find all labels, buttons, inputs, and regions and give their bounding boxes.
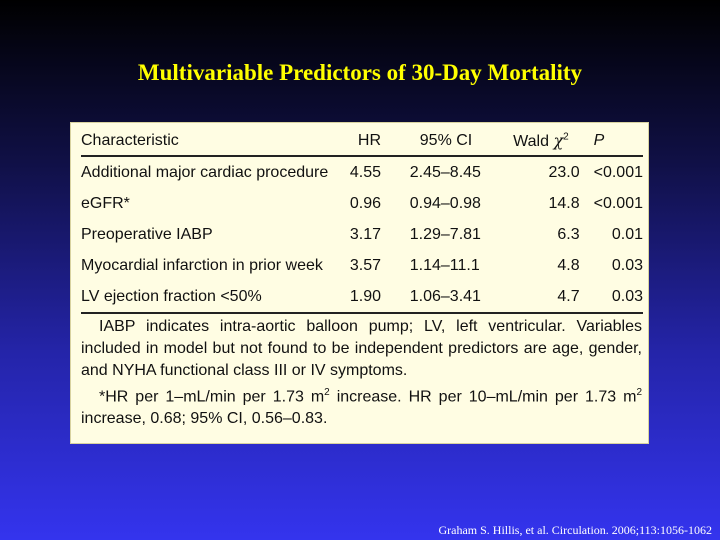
table-row: Myocardial infarction in prior week 3.57… <box>81 250 643 281</box>
table-row: Additional major cardiac procedure 4.55 … <box>81 156 643 188</box>
table-row: eGFR* 0.96 0.94–0.98 14.8 <0.001 <box>81 188 643 219</box>
footnote-superscript: 2 <box>636 387 643 398</box>
header-wald: Wald χ2 <box>513 126 594 157</box>
header-characteristic: Characteristic <box>81 126 350 157</box>
header-wald-chi: χ <box>553 130 564 150</box>
header-hr: HR <box>349 126 410 157</box>
header-ci: 95% CI <box>409 126 514 157</box>
cell-ci: 1.06–3.41 <box>409 281 514 314</box>
cell-p: 0.03 <box>593 281 643 314</box>
cell-ci: 1.29–7.81 <box>409 225 481 243</box>
cell-characteristic: eGFR* <box>81 194 130 212</box>
header-wald-label: Wald <box>513 132 549 150</box>
footnote-egfr-part1: *HR per 1–mL/min per 1.73 m <box>99 388 325 406</box>
cell-ci: 2.45–8.45 <box>409 163 481 181</box>
table-footnote: IABP indicates intra-aortic balloon pump… <box>81 316 642 430</box>
cell-p: 0.01 <box>611 225 643 243</box>
footnote-egfr-part2: increase. HR per 10–mL/min per 1.73 m <box>329 388 637 406</box>
header-wald-exponent: 2 <box>563 131 569 143</box>
cell-ci: 0.94–0.98 <box>409 194 481 212</box>
cell-hr: 4.55 <box>349 163 382 181</box>
cell-wald: 4.7 <box>513 281 594 314</box>
cell-characteristic: Preoperative IABP <box>81 225 213 243</box>
citation: Graham S. Hillis, et al. Circulation. 20… <box>438 523 712 537</box>
footnote-superscript: 2 <box>324 387 330 398</box>
slide-title: Multivariable Predictors of 30-Day Morta… <box>137 60 583 85</box>
header-p: P <box>593 126 643 157</box>
cell-wald: 14.8 <box>548 194 580 212</box>
footnote-egfr: *HR per 1–mL/min per 1.73 m2 increase. H… <box>81 382 642 430</box>
cell-characteristic: Myocardial infarction in prior week <box>81 256 323 274</box>
cell-hr: 3.57 <box>349 256 382 274</box>
footnote-abbreviations: IABP indicates intra-aortic balloon pump… <box>81 318 642 379</box>
table-row: Preoperative IABP 3.17 1.29–7.81 6.3 0.0… <box>81 219 643 250</box>
cell-hr: 1.90 <box>349 281 410 314</box>
cell-ci: 1.14–11.1 <box>409 256 480 274</box>
table-panel: Characteristic HR 95% CI Wald χ2 P Addit… <box>70 122 649 444</box>
table-header-row: Characteristic HR 95% CI Wald χ2 P <box>81 126 643 157</box>
table-row: LV ejection fraction <50% 1.90 1.06–3.41… <box>81 281 643 314</box>
footnote-egfr-part3: increase, 0.68; 95% CI, 0.56–0.83. <box>81 410 328 428</box>
cell-hr: 0.96 <box>349 194 382 212</box>
cell-characteristic: LV ejection fraction <50% <box>81 281 350 314</box>
cell-wald: 23.0 <box>548 163 580 181</box>
cell-hr: 3.17 <box>349 225 382 243</box>
cell-p: 0.03 <box>611 256 643 274</box>
predictors-table: Characteristic HR 95% CI Wald χ2 P Addit… <box>81 126 643 314</box>
cell-wald: 6.3 <box>557 225 580 243</box>
cell-wald: 4.8 <box>557 256 580 274</box>
cell-characteristic: Additional major cardiac procedure <box>81 163 329 181</box>
cell-p: <0.001 <box>593 163 643 181</box>
cell-p: <0.001 <box>593 194 643 212</box>
